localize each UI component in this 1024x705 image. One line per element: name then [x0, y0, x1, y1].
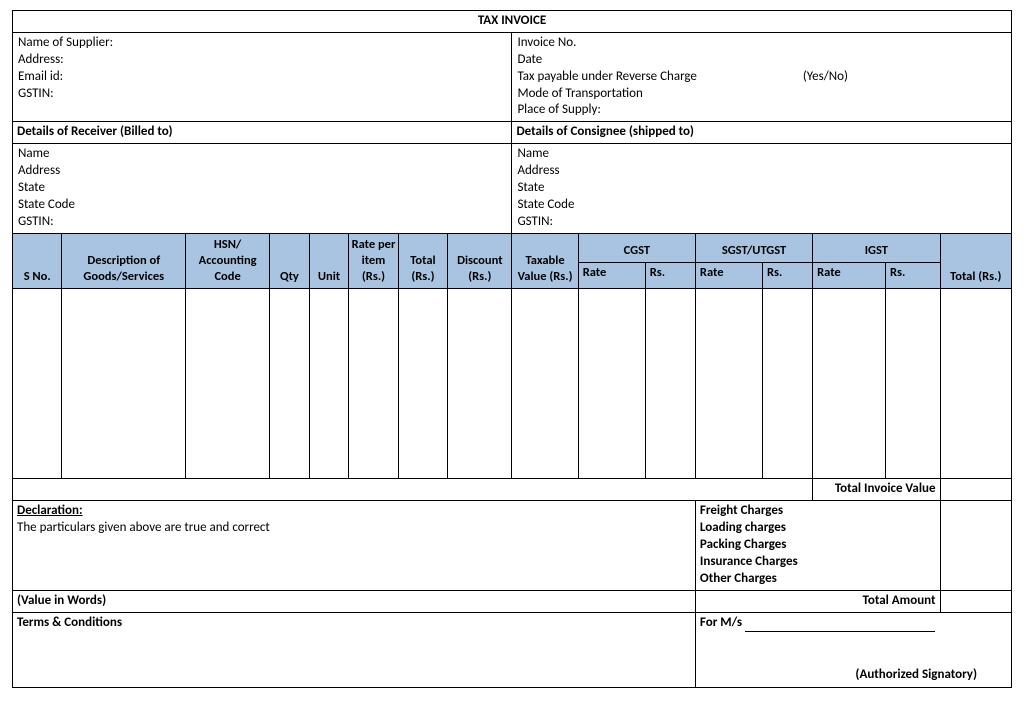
receiver-header: Details of Receiver (Billed to) — [13, 122, 512, 144]
freight-label: Freight Charges — [700, 503, 936, 520]
cell-rate — [349, 289, 398, 479]
col-taxable: Taxable Value (Rs.) — [512, 233, 578, 289]
igst-rs: Rs. — [886, 262, 941, 289]
sgst-rs: Rs. — [762, 262, 812, 289]
receiver-gstin-label: GSTIN: — [17, 214, 507, 231]
receiver-block: Name Address State State Code GSTIN: — [13, 144, 512, 233]
cell-igst-rs — [886, 289, 941, 479]
value-in-words-label: (Value in Words) — [13, 590, 696, 612]
cell-totalrs — [940, 289, 1011, 479]
insurance-label: Insurance Charges — [700, 554, 936, 571]
receiver-state-label: State — [17, 180, 507, 197]
signature-line — [745, 631, 935, 632]
col-sno: S No. — [13, 233, 62, 289]
col-igst: IGST — [813, 233, 940, 262]
col-totalrs: Total (Rs.) — [940, 233, 1011, 289]
total-invoice-value-cell — [940, 479, 1011, 501]
total-amount-label: Total Amount — [695, 590, 940, 612]
receiver-name-label: Name — [17, 146, 507, 163]
declaration-block: Declaration: The particulars given above… — [13, 501, 696, 590]
supplier-block: Name of Supplier: Address: Email id: GST… — [13, 32, 512, 121]
cell-taxable — [512, 289, 578, 479]
charges-value-cell — [940, 501, 1011, 590]
col-unit: Unit — [309, 233, 349, 289]
declaration-text: The particulars given above are true and… — [17, 520, 691, 537]
for-ms-label: For M/s — [700, 615, 742, 630]
sgst-rate: Rate — [695, 262, 762, 289]
cgst-rs: Rs. — [645, 262, 695, 289]
cell-sgst-rs — [762, 289, 812, 479]
packing-label: Packing Charges — [700, 537, 936, 554]
invoice-no-label: Invoice No. — [516, 35, 1007, 52]
col-cgst: CGST — [578, 233, 695, 262]
cell-desc — [62, 289, 186, 479]
consignee-header: Details of Consignee (shipped to) — [512, 122, 1012, 144]
signature-block: For M/s (Authorized Signatory) — [695, 612, 1011, 687]
col-hsn: HSN/ Accounting Code — [186, 233, 270, 289]
col-rate: Rate per item (Rs.) — [349, 233, 398, 289]
consignee-name-label: Name — [516, 146, 1007, 163]
supplier-email-label: Email id: — [17, 69, 507, 86]
consignee-statecode-label: State Code — [516, 197, 1007, 214]
cell-unit — [309, 289, 349, 479]
receiver-address-label: Address — [17, 163, 507, 180]
reverse-charge-label: Tax payable under Reverse Charge — [517, 69, 696, 84]
cell-sgst-rate — [695, 289, 762, 479]
invoice-title: TAX INVOICE — [13, 11, 1012, 33]
igst-rate: Rate — [813, 262, 886, 289]
col-total: Total (Rs.) — [398, 233, 447, 289]
cell-cgst-rs — [645, 289, 695, 479]
place-label: Place of Supply: — [516, 102, 1007, 119]
invoice-date-label: Date — [516, 52, 1007, 69]
cell-qty — [270, 289, 310, 479]
other-label: Other Charges — [700, 571, 936, 588]
col-sgst: SGST/UTGST — [695, 233, 812, 262]
consignee-gstin-label: GSTIN: — [516, 214, 1007, 231]
cell-hsn — [186, 289, 270, 479]
supplier-address-label: Address: — [17, 52, 507, 69]
cell-igst-rate — [813, 289, 886, 479]
items-header-row: S No. Description of Goods/Services HSN/… — [13, 233, 1012, 262]
consignee-block: Name Address State State Code GSTIN: — [512, 144, 1012, 233]
total-amount-cell — [940, 590, 1011, 612]
supplier-gstin-label: GSTIN: — [17, 86, 507, 103]
cell-total — [398, 289, 447, 479]
reverse-charge-option: (Yes/No) — [803, 69, 848, 84]
col-qty: Qty — [270, 233, 310, 289]
cell-sno — [13, 289, 62, 479]
terms-label: Terms & Conditions — [13, 612, 696, 687]
tax-invoice-table: TAX INVOICE Name of Supplier: Address: E… — [12, 10, 1012, 688]
consignee-state-label: State — [516, 180, 1007, 197]
receiver-statecode-label: State Code — [17, 197, 507, 214]
col-discount: Discount (Rs.) — [448, 233, 512, 289]
auth-signatory-label: (Authorized Signatory) — [700, 667, 1007, 684]
charges-block: Freight Charges Loading charges Packing … — [695, 501, 940, 590]
total-invoice-spacer — [13, 479, 813, 501]
consignee-address-label: Address — [516, 163, 1007, 180]
mode-label: Mode of Transportation — [516, 86, 1007, 103]
reverse-charge-row: Tax payable under Reverse Charge (Yes/No… — [516, 69, 1007, 86]
supplier-name-label: Name of Supplier: — [17, 35, 507, 52]
cgst-rate: Rate — [578, 262, 645, 289]
item-row-empty — [13, 289, 1012, 479]
cell-discount — [448, 289, 512, 479]
invoice-meta-block: Invoice No. Date Tax payable under Rever… — [512, 32, 1012, 121]
total-invoice-value-label: Total Invoice Value — [813, 479, 940, 501]
loading-label: Loading charges — [700, 520, 936, 537]
cell-cgst-rate — [578, 289, 645, 479]
col-desc: Description of Goods/Services — [62, 233, 186, 289]
declaration-header: Declaration: — [17, 503, 691, 520]
